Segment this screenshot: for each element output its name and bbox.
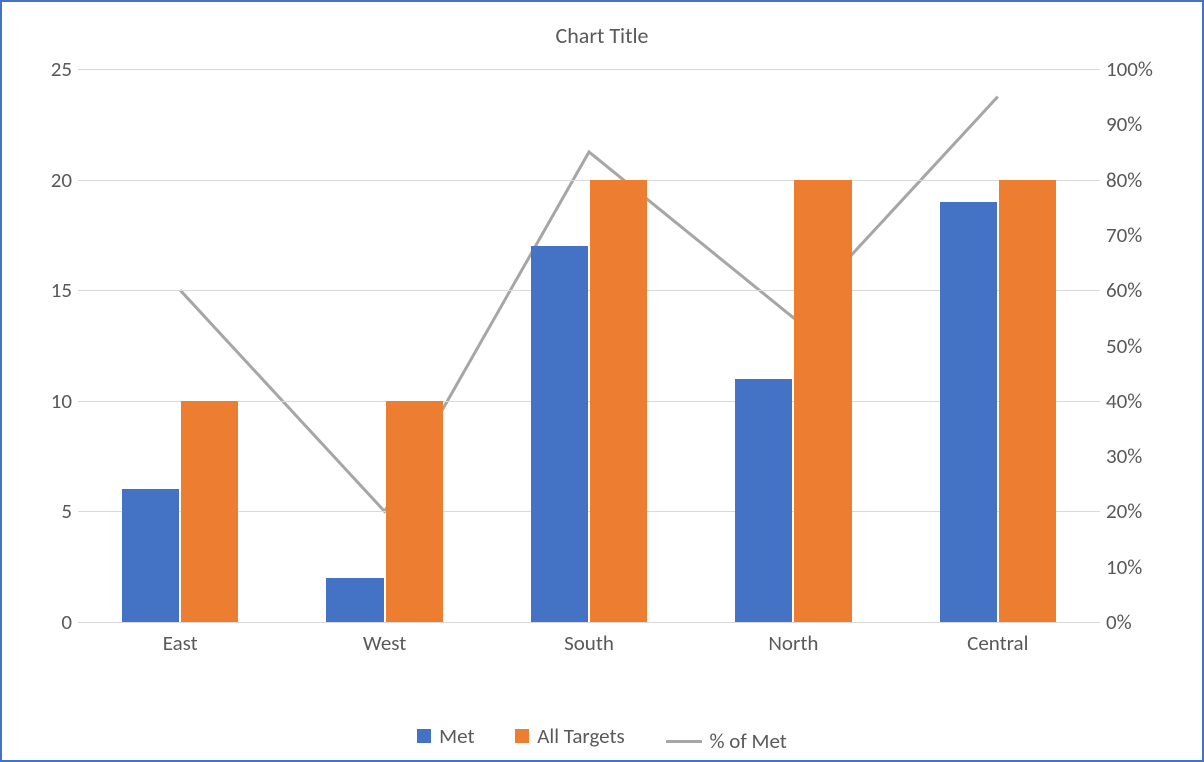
x-tick-label: South: [564, 630, 614, 656]
x-tick-label: West: [363, 630, 406, 656]
line-pct-met: [180, 97, 998, 512]
y-left-tick-label: 20: [30, 167, 72, 193]
y-right-tick-label: 30%: [1106, 443, 1174, 469]
legend-swatch-all-targets: [515, 729, 529, 743]
y-right-tick-label: 20%: [1106, 498, 1174, 524]
y-left-tick-label: 25: [30, 56, 72, 82]
bar-met: [735, 379, 792, 622]
y-right-tick-label: 0%: [1106, 609, 1174, 635]
x-tick-label: North: [768, 630, 818, 656]
bar-all-targets: [794, 180, 851, 622]
plot-area: 05101520250%10%20%30%40%50%60%70%80%90%1…: [78, 69, 1100, 623]
legend-label-pct-met: % of Met: [710, 728, 787, 754]
legend-item-all-targets: All Targets: [515, 723, 625, 749]
y-right-tick-label: 10%: [1106, 554, 1174, 580]
bar-met: [326, 578, 383, 622]
bar-all-targets: [590, 180, 647, 622]
bar-met: [531, 246, 588, 622]
legend-swatch-met: [417, 729, 431, 743]
legend-label-all-targets: All Targets: [537, 723, 625, 749]
y-left-tick-label: 10: [30, 388, 72, 414]
bar-met: [122, 489, 179, 622]
legend: Met All Targets % of Met: [2, 723, 1202, 755]
legend-label-met: Met: [439, 723, 474, 749]
bar-met: [940, 202, 997, 622]
grid-line: [78, 180, 1100, 181]
chart-title: Chart Title: [26, 22, 1178, 49]
y-right-tick-label: 90%: [1106, 111, 1174, 137]
y-right-tick-label: 40%: [1106, 388, 1174, 414]
x-tick-label: East: [163, 630, 198, 656]
chart-container: Chart Title 0 5 10 15 20 25 0% 10% 20% 30% 40% 50% 6…: [0, 0, 1204, 762]
legend-item-pct-met: % of Met: [666, 728, 787, 754]
y-right-tick-label: 70%: [1106, 222, 1174, 248]
bar-all-targets: [386, 401, 443, 622]
y-right-tick-label: 100%: [1106, 56, 1174, 82]
y-right-tick-label: 60%: [1106, 277, 1174, 303]
plot-wrap: 0 5 10 15 20 25 0% 10% 20% 30% 40% 50% 60% 70% 80% 90% 1…: [26, 51, 1178, 671]
legend-item-met: Met: [417, 723, 474, 749]
x-tick-label: Central: [967, 630, 1028, 656]
y-left-tick-label: 0: [30, 609, 72, 635]
grid-line: [78, 69, 1100, 70]
bar-all-targets: [181, 401, 238, 622]
y-right-tick-label: 80%: [1106, 167, 1174, 193]
bar-all-targets: [999, 180, 1056, 622]
y-left-tick-label: 5: [30, 498, 72, 524]
legend-line-pct-met: [666, 740, 702, 743]
y-right-tick-label: 50%: [1106, 333, 1174, 359]
y-left-tick-label: 15: [30, 277, 72, 303]
